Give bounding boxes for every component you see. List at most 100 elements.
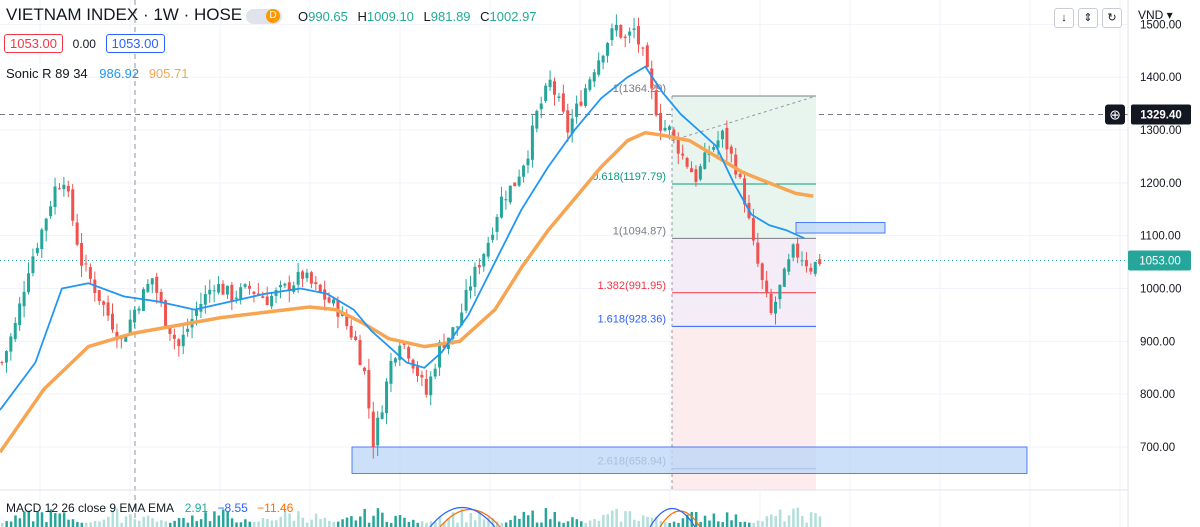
candle-body <box>491 234 495 240</box>
candle-body <box>27 273 31 293</box>
refresh-icon[interactable]: ↻ <box>1102 8 1122 28</box>
candle-body <box>4 351 8 363</box>
candle-body <box>464 289 468 311</box>
macd-histogram-bar <box>155 521 159 527</box>
arrow-down-icon[interactable]: ↓ <box>1054 8 1074 28</box>
candle-body <box>309 272 313 284</box>
macd-histogram-bar <box>681 518 685 527</box>
market-status-badge: D <box>266 9 280 23</box>
macd-histogram-bar <box>575 519 579 527</box>
candle-body <box>332 299 335 304</box>
resistance-zone <box>795 222 886 234</box>
candle-body <box>720 130 724 140</box>
collapse-icon[interactable]: ⇕ <box>1078 8 1098 28</box>
macd-histogram-bar <box>164 521 168 527</box>
macd-histogram-bar <box>619 521 623 527</box>
macd-histogram-bar <box>456 522 459 527</box>
macd-histogram-bar <box>460 508 464 527</box>
macd-histogram-bar <box>142 516 145 527</box>
quote-row: 1053.00 0.00 1053.00 <box>4 34 165 53</box>
price-axis: 1500.00 1400.00 1300.00 1200.00 1100.00 1000.… <box>1105 0 1200 527</box>
macd-histogram-bar <box>566 521 570 527</box>
candle-body <box>553 81 556 95</box>
last-price-tag <box>1128 250 1191 271</box>
candle-body <box>787 259 791 272</box>
candle-body <box>362 367 366 372</box>
macd-histogram-bar <box>588 520 592 527</box>
candle-body <box>751 218 755 241</box>
macd-histogram-bar <box>443 522 446 527</box>
candle-body <box>256 293 260 295</box>
candle-body <box>296 271 300 285</box>
macd-histogram-bar <box>602 514 605 527</box>
macd-histogram-bar <box>89 522 92 527</box>
macd-histogram-bar <box>708 520 711 527</box>
candle-body <box>283 283 287 286</box>
candle-body <box>455 326 459 328</box>
candle-body <box>111 313 114 330</box>
candle-body <box>636 26 640 45</box>
macd-histogram-bar <box>310 519 313 527</box>
macd-legend[interactable]: MACD 12 26 close 9 EMA EMA 2.91 −8.55 −1… <box>6 501 294 515</box>
macd-histogram-bar <box>270 520 274 527</box>
fib-zone-green <box>672 96 816 239</box>
ohlc-readout: O990.65 H1009.10 L981.89 C1002.97 <box>298 9 537 24</box>
candle-body <box>530 125 534 160</box>
macd-histogram-bar <box>244 519 247 527</box>
sonic-r-legend[interactable]: Sonic R 89 34 986.92 905.71 <box>6 66 189 81</box>
macd-histogram-bar <box>571 517 574 527</box>
macd-histogram-bar <box>252 522 256 527</box>
candle-body <box>252 291 256 294</box>
candle-body <box>557 96 561 98</box>
macd-histogram-bar <box>796 507 800 527</box>
symbol-title[interactable]: VIETNAM INDEX · 1W · HOSE <box>6 5 243 24</box>
macd-histogram-bar <box>84 522 88 527</box>
candle-body <box>654 90 658 116</box>
macd-histogram-bar <box>646 516 649 527</box>
macd-histogram-bar <box>774 516 777 527</box>
candle-body <box>345 314 349 327</box>
candle-body <box>756 242 760 264</box>
sell-price[interactable]: 1053.00 <box>4 34 63 53</box>
macd-histogram-bar <box>226 511 229 527</box>
ema-slow-line <box>0 130 814 454</box>
macd-histogram-bar <box>394 515 397 527</box>
candle-body <box>424 378 428 395</box>
macd-histogram-bar <box>45 522 48 527</box>
macd-histogram-bar <box>191 515 194 527</box>
candle-body <box>84 263 88 265</box>
candle-body <box>694 169 698 182</box>
macd-histogram-bar <box>328 520 331 527</box>
add-alert-button <box>1105 104 1125 125</box>
macd-histogram-bar <box>672 521 676 527</box>
candle-body <box>327 297 331 303</box>
candle-body <box>809 267 813 272</box>
macd-histogram-bar <box>787 515 791 527</box>
price-tick-label: 800.00 <box>1140 389 1175 401</box>
candlestick-series <box>0 14 822 459</box>
macd-histogram-bar <box>752 522 755 527</box>
currency-selector[interactable]: VND ▾ <box>1138 8 1173 22</box>
candle-body <box>796 243 800 258</box>
candle-body <box>499 196 503 218</box>
candle-body <box>659 113 663 131</box>
candle-body <box>791 244 795 258</box>
candle-body <box>88 267 92 279</box>
candle-body <box>517 176 521 186</box>
macd-histogram-bar <box>690 511 694 527</box>
macd-histogram-bar <box>115 508 119 527</box>
macd-histogram-bar <box>239 522 243 527</box>
candle-body <box>31 256 35 274</box>
macd-histogram-bar <box>23 511 26 527</box>
candle-body <box>389 360 393 384</box>
candle-body <box>155 276 159 293</box>
macd-histogram-bar <box>336 521 340 527</box>
candle-body <box>614 24 618 31</box>
crosshair-price-label: 1329.40 <box>1140 109 1182 121</box>
macd-histogram-bar <box>518 518 521 527</box>
buy-price[interactable]: 1053.00 <box>105 34 165 53</box>
macd-histogram-bar <box>597 520 601 527</box>
macd-histogram-bar <box>345 517 349 527</box>
macd-histogram-bar <box>739 521 742 527</box>
